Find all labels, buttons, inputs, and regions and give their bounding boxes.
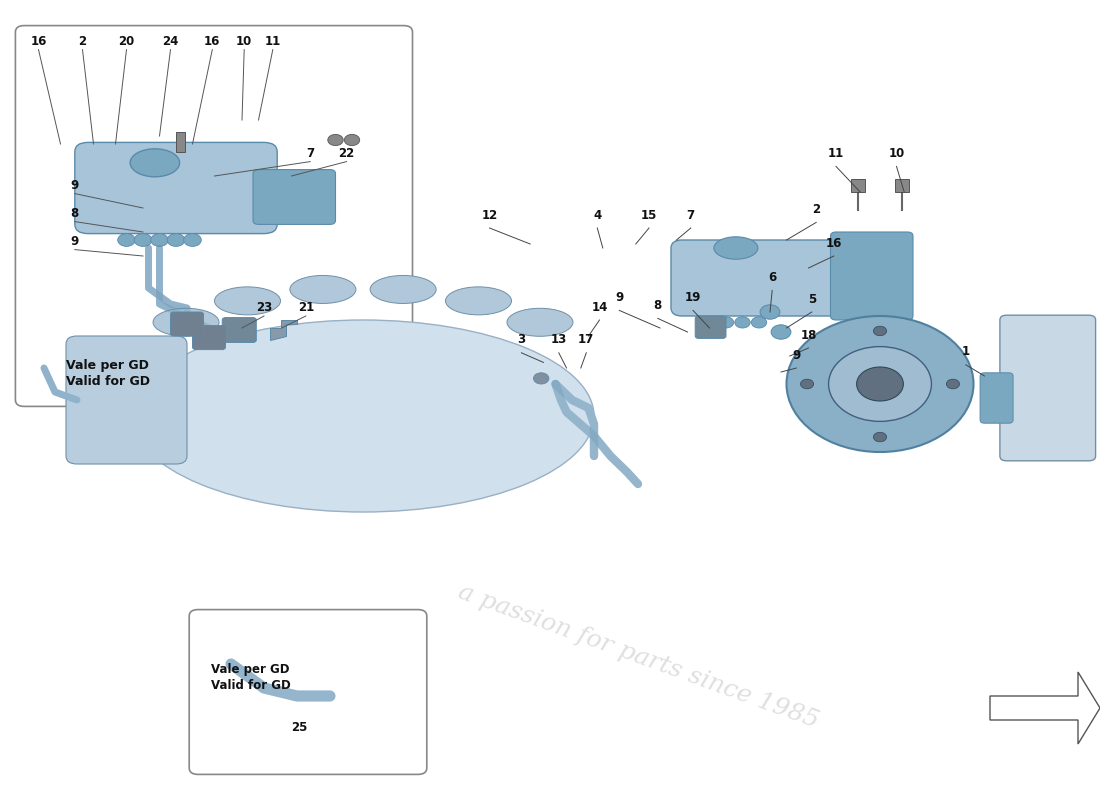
FancyBboxPatch shape <box>671 240 847 316</box>
Text: 9: 9 <box>615 291 624 304</box>
FancyBboxPatch shape <box>1000 315 1096 461</box>
Text: 8: 8 <box>70 207 79 220</box>
Circle shape <box>786 316 974 452</box>
Circle shape <box>760 305 780 319</box>
FancyBboxPatch shape <box>253 170 336 225</box>
Ellipse shape <box>290 275 356 303</box>
Ellipse shape <box>370 275 436 303</box>
Circle shape <box>771 325 791 339</box>
FancyBboxPatch shape <box>15 26 412 406</box>
Text: 11: 11 <box>265 35 280 48</box>
Circle shape <box>328 134 343 146</box>
Text: 21: 21 <box>298 302 314 314</box>
Ellipse shape <box>714 237 758 259</box>
Text: 15: 15 <box>641 209 657 222</box>
Ellipse shape <box>153 308 219 336</box>
Circle shape <box>151 234 168 246</box>
Ellipse shape <box>130 149 179 177</box>
Text: Valid for GD: Valid for GD <box>211 679 292 692</box>
Text: 7: 7 <box>306 147 315 160</box>
Ellipse shape <box>132 320 594 512</box>
Circle shape <box>534 373 549 384</box>
Text: 2: 2 <box>812 203 821 216</box>
Text: 20: 20 <box>119 35 134 48</box>
Circle shape <box>702 317 717 328</box>
Circle shape <box>873 432 887 442</box>
FancyBboxPatch shape <box>980 373 1013 423</box>
Text: 6: 6 <box>768 271 777 284</box>
Text: 11: 11 <box>828 147 844 160</box>
Circle shape <box>751 317 767 328</box>
FancyBboxPatch shape <box>192 326 226 350</box>
Circle shape <box>184 234 201 246</box>
Text: 10: 10 <box>236 35 252 48</box>
Text: 7: 7 <box>686 209 695 222</box>
Circle shape <box>118 234 135 246</box>
FancyBboxPatch shape <box>830 232 913 320</box>
Text: 3: 3 <box>517 334 526 346</box>
Text: 2: 2 <box>78 35 87 48</box>
Polygon shape <box>990 672 1100 744</box>
Text: 9: 9 <box>70 235 79 248</box>
Bar <box>176 132 185 152</box>
Text: 18: 18 <box>801 329 816 342</box>
Text: e: e <box>755 219 829 341</box>
Text: 10: 10 <box>889 147 904 160</box>
Ellipse shape <box>507 308 573 336</box>
FancyBboxPatch shape <box>170 312 204 336</box>
FancyBboxPatch shape <box>222 318 256 342</box>
Ellipse shape <box>446 287 512 315</box>
Circle shape <box>873 326 887 336</box>
Circle shape <box>857 367 903 401</box>
Circle shape <box>735 317 750 328</box>
Text: 4: 4 <box>593 209 602 222</box>
Text: Vale per GD: Vale per GD <box>211 663 289 676</box>
Polygon shape <box>270 320 297 340</box>
Circle shape <box>946 379 959 389</box>
Circle shape <box>167 234 185 246</box>
Text: Vale per GD: Vale per GD <box>66 359 148 372</box>
Text: a passion for parts since 1985: a passion for parts since 1985 <box>454 580 822 732</box>
Text: 12: 12 <box>482 209 497 222</box>
FancyBboxPatch shape <box>66 336 187 464</box>
Text: 25: 25 <box>292 722 307 734</box>
Text: 13: 13 <box>551 334 566 346</box>
Text: Valid for GD: Valid for GD <box>66 375 150 388</box>
Bar <box>851 179 865 192</box>
Text: 16: 16 <box>31 35 46 48</box>
Text: 9: 9 <box>792 349 801 362</box>
Text: 24: 24 <box>163 35 178 48</box>
Text: 19: 19 <box>685 291 701 304</box>
Ellipse shape <box>214 287 280 315</box>
Text: 23: 23 <box>256 302 272 314</box>
Circle shape <box>801 379 814 389</box>
Text: 8: 8 <box>653 299 662 312</box>
Text: 16: 16 <box>826 237 842 250</box>
Text: 17: 17 <box>579 334 594 346</box>
Circle shape <box>134 234 152 246</box>
Text: 16: 16 <box>205 35 220 48</box>
Text: 5: 5 <box>807 293 816 306</box>
FancyBboxPatch shape <box>75 142 277 234</box>
FancyBboxPatch shape <box>695 316 726 338</box>
Text: 9: 9 <box>70 179 79 192</box>
Text: 14: 14 <box>592 301 607 314</box>
FancyBboxPatch shape <box>189 610 427 774</box>
Circle shape <box>828 346 932 422</box>
Text: 1: 1 <box>961 346 970 358</box>
Bar <box>895 179 909 192</box>
Circle shape <box>344 134 360 146</box>
Text: 22: 22 <box>339 147 354 160</box>
Circle shape <box>718 317 734 328</box>
